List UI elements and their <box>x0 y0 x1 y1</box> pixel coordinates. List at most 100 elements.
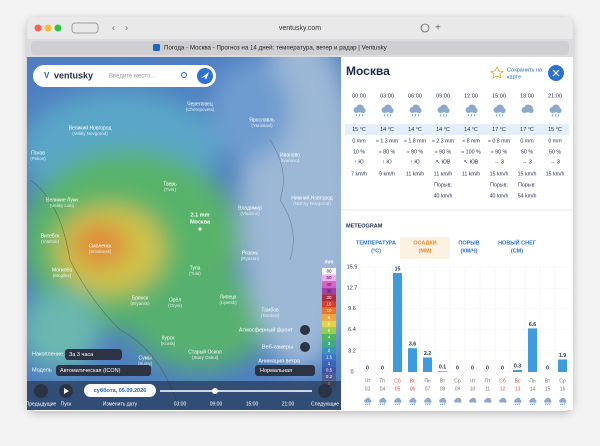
fronts-toggle[interactable] <box>300 325 310 335</box>
day-name: Сб <box>394 378 401 384</box>
rain <box>440 403 446 406</box>
legend-value: 4 <box>328 335 331 340</box>
date: суббота, 05.09.2026 <box>94 387 146 394</box>
hour-temp: 15 °C <box>352 127 366 133</box>
city-latin: (Sumy) <box>138 361 153 366</box>
hour-time: 06:00 <box>408 93 422 99</box>
forward-button[interactable]: › <box>125 22 128 32</box>
rain <box>530 403 536 406</box>
search-bar[interactable] <box>33 65 216 87</box>
city-name: Орёл <box>169 297 181 303</box>
legend-swatch <box>322 367 336 374</box>
city-name: Брянск <box>132 295 149 301</box>
bar-label: 2.2 <box>424 351 431 357</box>
prev-label: Предыдущие <box>26 401 57 407</box>
rain <box>425 403 431 406</box>
city-latin: (Vitebsk) <box>41 239 59 244</box>
hour-gust-label: Порыв: <box>434 182 452 188</box>
rain <box>365 403 371 406</box>
logo-mark: V <box>44 71 50 80</box>
hour-time: 15:00 <box>492 93 506 99</box>
accumulation-select[interactable] <box>65 349 122 360</box>
rain <box>545 403 551 406</box>
day-date: 05 <box>395 386 401 392</box>
search-icon[interactable] <box>181 72 187 78</box>
rain <box>467 113 476 117</box>
search-placeholder[interactable]: Введите место... <box>109 74 156 80</box>
legend-swatch <box>322 287 336 295</box>
cloud <box>368 399 372 403</box>
moscow-name: Москва <box>190 219 211 225</box>
y-tick-label: 9.6 <box>348 306 356 312</box>
city-latin: (Kursk) <box>161 341 176 346</box>
logo[interactable]: ventusky <box>54 70 93 80</box>
hour-wind: 11 km/h <box>462 171 481 177</box>
day-name: Сб <box>499 378 506 384</box>
day-date: 08 <box>440 386 446 392</box>
minimize-dot[interactable] <box>44 24 52 32</box>
tab[interactable] <box>31 41 569 55</box>
rain <box>395 403 401 406</box>
day-name: Пт <box>485 378 492 384</box>
legend-swatch <box>322 360 336 367</box>
hour-gust: 54 km/h <box>518 193 537 199</box>
moscow-value: 2.1 mm <box>191 212 210 218</box>
city-latin: (Oryol) <box>168 303 182 308</box>
next-button[interactable] <box>318 384 332 398</box>
bar-label: 0 <box>546 365 549 371</box>
cloud <box>503 399 507 403</box>
legend-value: 40 <box>326 282 332 287</box>
hour-wind-dir: → З <box>550 159 560 165</box>
date-pill[interactable] <box>84 384 156 397</box>
bar-label: 0 <box>381 365 384 371</box>
forecast-panel <box>341 57 573 410</box>
timeline-knob[interactable] <box>212 388 218 394</box>
legend-value: 6 <box>328 321 331 326</box>
download-button[interactable] <box>420 23 430 33</box>
hour-temp: 14 °C <box>436 127 450 133</box>
meteogram-tab-unit: (°C) <box>371 248 381 254</box>
city-name: Иваново <box>280 152 300 158</box>
hour-wind-dir: ↖ ЮВ <box>436 159 451 165</box>
prev-button[interactable] <box>34 384 48 398</box>
bar-label: 15 <box>395 266 401 272</box>
hour-wind: 9 km/h <box>379 171 395 177</box>
new-tab-button[interactable]: + <box>435 23 441 34</box>
day-name: Чт <box>470 378 476 384</box>
hour-precip: ≈ 0.8 mm <box>488 138 511 144</box>
bar-label: 6.6 <box>529 322 536 328</box>
cloud <box>473 399 477 403</box>
timeline-bar <box>27 381 341 410</box>
cloud <box>416 107 422 114</box>
legend-value: 2 <box>328 348 331 353</box>
city-name: Курск <box>162 335 176 341</box>
legend-swatch <box>322 327 336 334</box>
bar <box>558 359 567 372</box>
model-select[interactable] <box>56 365 151 376</box>
model-label: Модель <box>32 367 52 373</box>
play-icon <box>64 388 69 394</box>
sidebar-button[interactable] <box>71 22 99 34</box>
legend-value: 8 <box>328 315 331 320</box>
legend-value: 80 <box>326 269 332 274</box>
tab-active-bg[interactable] <box>400 237 450 259</box>
close-dot[interactable] <box>34 24 42 32</box>
city-latin: (Ivanovo) <box>281 158 300 163</box>
city-name: Великий Новгород <box>69 124 112 131</box>
city-labels: Череповец(Cherepovets)Великий Новгород(V… <box>30 101 332 366</box>
wind-anim-select[interactable] <box>255 365 315 376</box>
save-star[interactable] <box>490 66 504 79</box>
cloud <box>518 399 522 403</box>
hour-temp: 15 °C <box>548 127 562 133</box>
webcams-toggle[interactable] <box>300 342 310 352</box>
locate-icon <box>201 72 209 80</box>
url[interactable]: ventusky.com <box>279 25 321 32</box>
tab-title[interactable]: Погода - Москва - Прогноз на 14 дней: те… <box>164 45 388 52</box>
cloud <box>388 107 394 114</box>
cloud <box>548 399 552 403</box>
zoom-dot[interactable] <box>54 24 62 32</box>
day-name: Вт <box>545 378 551 384</box>
back-button[interactable]: ‹ <box>112 22 115 32</box>
